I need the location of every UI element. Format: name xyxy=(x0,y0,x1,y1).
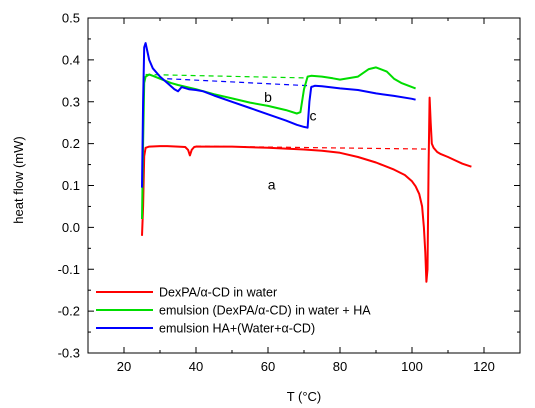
x-tick-label: 80 xyxy=(333,359,347,374)
x-tick-label: 40 xyxy=(189,359,203,374)
series-dexpa-water xyxy=(141,96,472,283)
y-tick-label: 0.2 xyxy=(62,136,80,151)
y-axis-title: heat flow (mW) xyxy=(11,136,26,223)
curve-label-b: b xyxy=(264,89,272,105)
x-tick-label: 20 xyxy=(117,359,131,374)
y-tick-label: -0.1 xyxy=(58,262,80,277)
series-emulsion-dexpa-ha xyxy=(141,66,416,220)
baseline-2 xyxy=(167,78,312,87)
curve-annotations: a b c xyxy=(264,89,316,193)
y-tick-label: 0.1 xyxy=(62,178,80,193)
x-tick-label: 60 xyxy=(261,359,275,374)
y-tick-label: 0.5 xyxy=(62,11,80,26)
legend-label-1: emulsion (DexPA/α-CD) in water + HA xyxy=(159,304,371,318)
x-tick-label: 120 xyxy=(473,359,495,374)
series-lines xyxy=(141,42,472,283)
legend: DexPA/α-CD in water emulsion (DexPA/α-CD)… xyxy=(96,286,371,336)
curve-label-c: c xyxy=(310,108,317,124)
y-tick-label: -0.3 xyxy=(58,346,80,361)
y-tick-label: 0.0 xyxy=(62,220,80,235)
y-tick-label: -0.2 xyxy=(58,304,80,319)
series-emulsion-ha-cd xyxy=(141,42,416,188)
x-tick-label: 100 xyxy=(401,359,423,374)
axes: 20 40 60 80 100 120 -0.3 -0.2 -0.1 0.0 0.1 0.2 0.3 0.… xyxy=(58,11,521,374)
curve-label-a: a xyxy=(268,177,276,193)
y-tick-label: 0.3 xyxy=(62,94,80,109)
baselines xyxy=(145,73,427,150)
legend-label-2: emulsion HA+(Water+α-CD) xyxy=(159,322,315,336)
legend-label-0: DexPA/α-CD in water xyxy=(159,286,277,300)
x-axis-title: T (°C) xyxy=(287,389,322,404)
y-tick-label: 0.4 xyxy=(62,52,80,67)
baseline-1 xyxy=(145,73,305,79)
